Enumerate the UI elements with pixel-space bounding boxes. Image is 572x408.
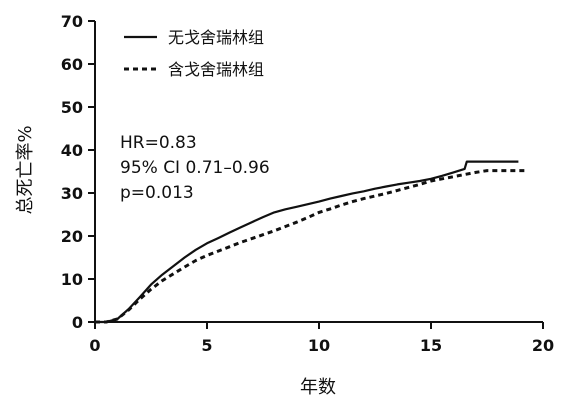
legend-label-series-1: 无戈舍瑞林组 (168, 28, 264, 47)
y-tick-label: 0 (72, 313, 83, 332)
y-tick-label: 60 (61, 55, 83, 74)
x-tick-label: 20 (532, 336, 554, 355)
series-layer (95, 160, 528, 324)
y-tick-label: 50 (61, 98, 83, 117)
hr-annotation: HR=0.83 (120, 133, 197, 153)
y-tick-label: 20 (61, 227, 83, 246)
y-tick-label: 70 (61, 12, 83, 31)
axes: 0 10 20 30 40 50 60 70 0 5 10 15 20 (61, 12, 554, 355)
y-tick-label: 40 (61, 141, 83, 160)
ci-annotation: 95% CI 0.71–0.96 (120, 158, 270, 178)
series-1-line (95, 160, 519, 324)
y-tick-label: 10 (61, 270, 83, 289)
y-tick-label: 30 (61, 184, 83, 203)
stats-annotation: HR=0.83 95% CI 0.71–0.96 p=0.013 (120, 133, 270, 203)
x-tick-label: 5 (201, 336, 212, 355)
legend-label-series-2: 含戈舍瑞林组 (168, 60, 264, 79)
legend: 无戈舍瑞林组 含戈舍瑞林组 (124, 28, 264, 79)
x-axis-title: 年数 (300, 377, 336, 398)
series-2-line (95, 169, 528, 324)
x-tick-label: 10 (308, 336, 330, 355)
y-axis-title: 总死亡率% (15, 125, 36, 214)
x-tick-label: 0 (89, 336, 100, 355)
p-value-annotation: p=0.013 (120, 183, 194, 203)
x-tick-label: 15 (420, 336, 442, 355)
